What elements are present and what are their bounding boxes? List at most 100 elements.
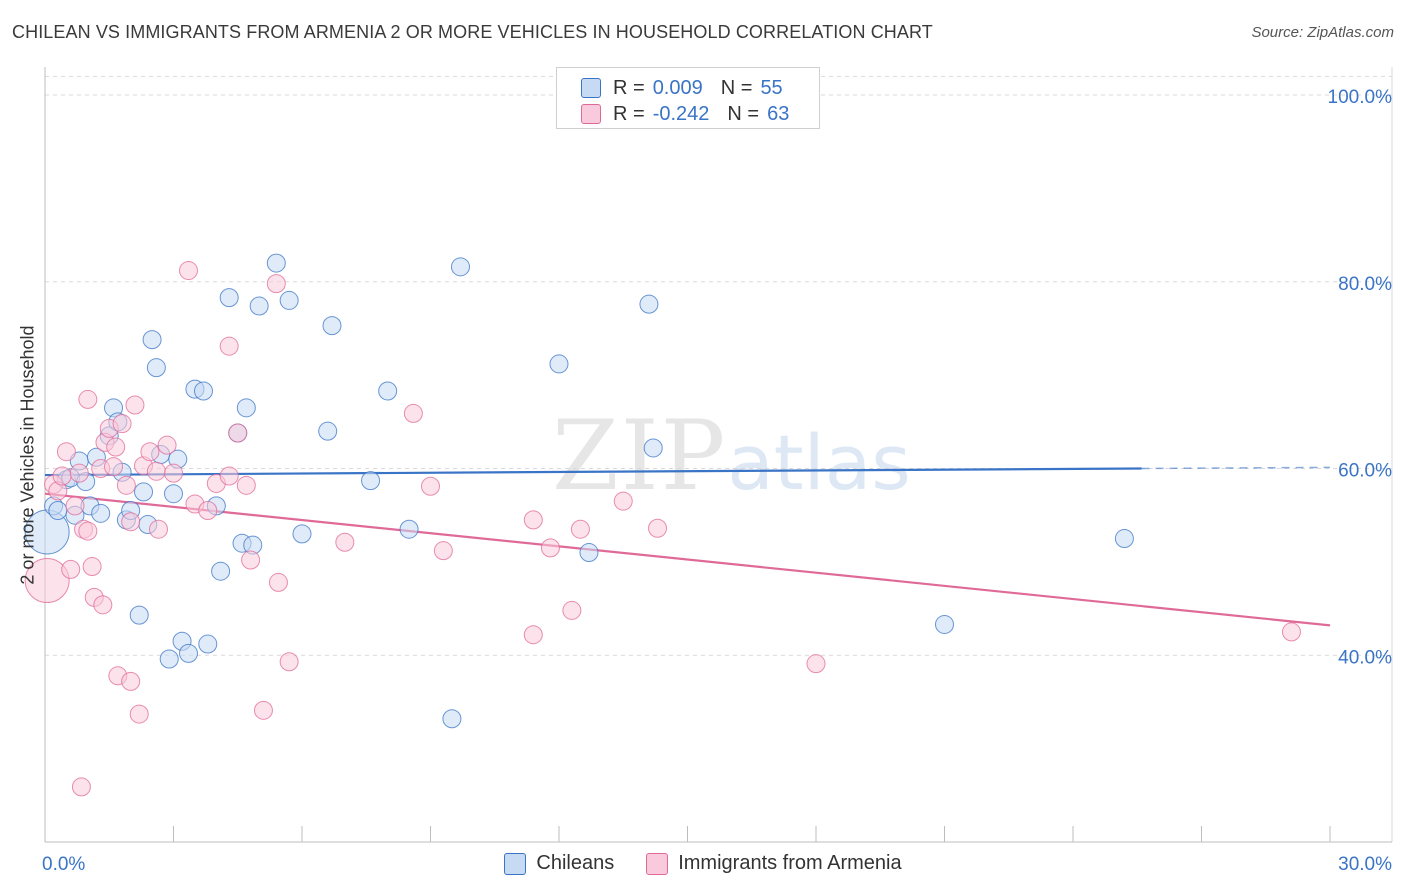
point-armenia [52, 466, 72, 486]
point-armenia [93, 595, 113, 615]
point-armenia [56, 442, 76, 462]
point-chileans [249, 296, 269, 316]
legend-label-armenia: Immigrants from Armenia [678, 852, 902, 874]
point-chileans [178, 643, 198, 663]
data-points [24, 253, 1301, 797]
point-chileans [219, 288, 239, 308]
point-chileans [549, 354, 569, 374]
point-chileans [639, 294, 659, 314]
trend-line-chileans-extension [1141, 466, 1331, 470]
point-chileans [318, 421, 338, 441]
point-chileans [279, 290, 299, 310]
point-armenia [140, 442, 160, 462]
point-chileans [193, 381, 213, 401]
trend-line-armenia [44, 492, 1331, 627]
point-armenia [78, 521, 98, 541]
y-tick-label: 100.0% [1328, 87, 1393, 108]
legend-n-label: N = [720, 76, 753, 99]
point-armenia [236, 475, 256, 495]
legend-swatch-pink [581, 104, 601, 124]
point-armenia [78, 389, 98, 409]
legend-row-chileans: R = 0.009 N = 55 [581, 75, 783, 101]
legend-row-armenia: R = -0.242 N = 63 [581, 101, 789, 127]
point-armenia [106, 437, 126, 457]
legend-swatch-blue [581, 78, 601, 98]
watermark: ZIPatlas [552, 400, 911, 512]
point-armenia [146, 461, 166, 481]
point-armenia [125, 395, 145, 415]
legend-r-value: -0.242 [652, 102, 710, 125]
legend-n-label: N = [727, 102, 760, 125]
point-chileans [935, 614, 954, 634]
point-armenia [433, 541, 453, 561]
y-tick-label: 40.0% [1338, 647, 1392, 668]
point-armenia [104, 457, 124, 477]
point-armenia [335, 532, 355, 552]
point-chileans [91, 503, 111, 523]
point-armenia [228, 423, 248, 443]
point-armenia [219, 336, 239, 356]
point-armenia [157, 435, 177, 455]
point-chileans [266, 253, 286, 273]
point-armenia [241, 550, 261, 570]
legend-n-value: 55 [760, 76, 783, 99]
point-armenia [112, 414, 132, 434]
point-armenia [806, 654, 826, 674]
point-chileans [322, 316, 342, 336]
x-tick-label-min: 0.0% [42, 854, 85, 875]
point-chileans [129, 605, 149, 625]
point-chileans [134, 482, 154, 502]
legend-item-armenia: Immigrants from Armenia [646, 852, 902, 875]
point-armenia [164, 463, 183, 483]
point-chileans [579, 543, 599, 563]
point-armenia [268, 572, 288, 592]
point-chileans [198, 634, 218, 654]
point-armenia [219, 466, 239, 486]
point-armenia [178, 261, 198, 281]
point-armenia [523, 510, 543, 530]
legend-item-chileans: Chileans [504, 852, 614, 875]
point-chileans [159, 649, 179, 669]
point-armenia [266, 274, 286, 294]
legend-r-value: 0.009 [652, 76, 703, 99]
chart-title: CHILEAN VS IMMIGRANTS FROM ARMENIA 2 OR … [12, 22, 933, 42]
legend-r-label: R = [613, 76, 645, 99]
series-legend: Chileans Immigrants from Armenia [0, 852, 1406, 875]
legend-r-label: R = [613, 102, 645, 125]
point-armenia [198, 501, 218, 521]
point-armenia [61, 559, 81, 579]
point-chileans [643, 438, 663, 458]
point-armenia [562, 600, 582, 620]
point-chileans [164, 484, 183, 504]
point-armenia [129, 704, 149, 724]
legend-n-value: 63 [767, 102, 790, 125]
point-chileans [211, 561, 231, 581]
point-armenia [65, 496, 85, 516]
legend-swatch-chileans [504, 852, 527, 875]
y-axis-label: 2 or more Vehicles in Household [17, 325, 38, 585]
point-armenia [253, 700, 273, 720]
point-chileans [1114, 529, 1134, 549]
tick-labels: 100.0% 80.0% 60.0% 40.0% 0.0% 30.0% [42, 87, 1392, 875]
legend-label-chileans: Chileans [536, 852, 615, 874]
point-armenia [69, 463, 89, 483]
point-chileans [378, 381, 398, 401]
point-armenia [82, 557, 102, 577]
point-armenia [279, 652, 299, 672]
watermark-atlas: atlas [727, 418, 911, 507]
y-tick-label: 80.0% [1338, 274, 1392, 295]
point-chileans [399, 519, 419, 539]
point-armenia [71, 777, 91, 797]
point-chileans [442, 709, 462, 729]
point-chileans [292, 524, 312, 544]
watermark-zip: ZIP [552, 400, 728, 512]
point-chileans [361, 471, 381, 491]
point-armenia [121, 512, 141, 532]
point-chileans [48, 501, 68, 521]
legend-swatch-armenia [646, 852, 669, 875]
point-chileans [142, 330, 162, 350]
point-armenia [121, 671, 141, 691]
point-armenia [421, 476, 440, 496]
axes [44, 67, 1393, 843]
